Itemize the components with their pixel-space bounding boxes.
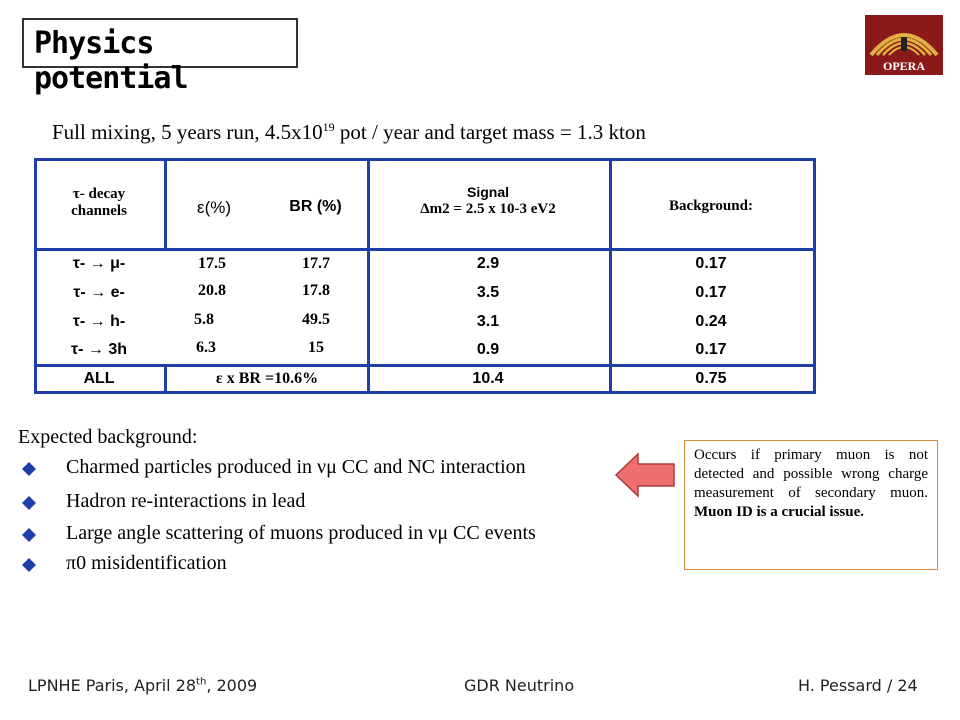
row-signal: 3.5 bbox=[476, 284, 500, 301]
results-table: τ- decay channels ε(%) BR (%) Signal Δm2 =… bbox=[34, 158, 816, 394]
footer-right: H. Pessard / 24 bbox=[798, 676, 918, 695]
table-left-border bbox=[34, 158, 37, 394]
header-signal: Signal Δm2 = 2.5 x 10-3 eV2 bbox=[420, 184, 556, 217]
row-branching-ratio: 17.8 bbox=[302, 282, 330, 299]
table-col-divider bbox=[367, 158, 370, 394]
row-signal: 0.9 bbox=[476, 341, 500, 358]
page-title: Physics potential bbox=[34, 26, 189, 96]
note-text: Occurs if primary muon is not detected a… bbox=[694, 447, 928, 501]
table-col-divider bbox=[164, 158, 167, 251]
table-right-border bbox=[813, 158, 816, 394]
row-signal: 2.9 bbox=[476, 255, 500, 272]
total-background: 0.75 bbox=[695, 370, 727, 387]
muon-id-note: Occurs if primary muon is not detected a… bbox=[684, 440, 938, 570]
row-efficiency: 20.8 bbox=[198, 282, 226, 299]
row-channel: τ- → 3h bbox=[70, 341, 128, 358]
total-efficiency-br: ε x BR =10.6% bbox=[215, 370, 319, 387]
row-channel: τ- → μ- bbox=[72, 255, 126, 272]
left-arrow-icon bbox=[614, 452, 675, 498]
footer-center: GDR Neutrino bbox=[464, 676, 575, 695]
row-signal: 3.1 bbox=[476, 313, 500, 330]
row-branching-ratio: 49.5 bbox=[302, 311, 330, 328]
row-background: 0.17 bbox=[695, 341, 727, 358]
subtitle: Full mixing, 5 years run, 4.5x1019 pot /… bbox=[52, 120, 646, 144]
footer-left: LPNHE Paris, April 28th, 2009 bbox=[28, 676, 258, 695]
note-bold-text: Muon ID is a crucial issue. bbox=[694, 504, 865, 520]
table-bottom-border bbox=[34, 391, 816, 394]
row-branching-ratio: 17.7 bbox=[302, 255, 330, 272]
header-background: Background: bbox=[669, 198, 753, 214]
row-channel: τ- → h- bbox=[72, 313, 126, 330]
diamond-bullet-icon bbox=[22, 462, 36, 476]
logo-text: OPERA bbox=[883, 59, 925, 73]
row-efficiency: 6.3 bbox=[196, 339, 216, 356]
diamond-bullet-icon bbox=[22, 496, 36, 510]
row-background: 0.24 bbox=[695, 313, 727, 330]
header-channel: τ- decay channels bbox=[71, 186, 127, 219]
row-efficiency: 5.8 bbox=[194, 311, 214, 328]
table-col-divider bbox=[164, 364, 167, 394]
total-signal: 10.4 bbox=[472, 370, 504, 387]
opera-logo: OPERA bbox=[865, 15, 943, 75]
diamond-bullet-icon bbox=[22, 558, 36, 572]
header-branching-ratio: BR (%) bbox=[289, 198, 342, 215]
row-branching-ratio: 15 bbox=[308, 339, 324, 356]
table-col-divider bbox=[609, 158, 612, 394]
diamond-bullet-icon bbox=[22, 528, 36, 542]
row-efficiency: 17.5 bbox=[198, 255, 226, 272]
table-top-border bbox=[34, 158, 816, 161]
row-channel: τ- → e- bbox=[73, 284, 125, 301]
background-heading: Expected background: bbox=[18, 426, 198, 448]
title-box: Physics potential bbox=[22, 18, 298, 96]
row-background: 0.17 bbox=[695, 284, 727, 301]
header-efficiency: ε(%) bbox=[196, 198, 232, 217]
row-background: 0.17 bbox=[695, 255, 727, 272]
table-header-divider bbox=[34, 248, 816, 251]
table-total-divider bbox=[34, 364, 816, 367]
total-channel: ALL bbox=[83, 370, 115, 387]
